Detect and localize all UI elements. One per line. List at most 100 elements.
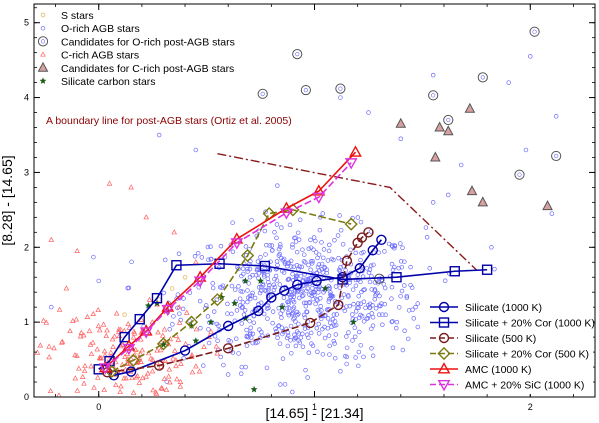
data-point	[244, 327, 249, 333]
data-point	[290, 245, 295, 250]
data-point	[377, 293, 382, 299]
data-point	[154, 347, 160, 353]
model-line	[104, 162, 352, 369]
legend-marker	[40, 51, 46, 57]
data-point	[394, 319, 400, 325]
data-point	[214, 321, 220, 327]
data-point	[371, 262, 376, 268]
data-point	[514, 169, 525, 180]
data-point	[131, 328, 137, 334]
data-point	[306, 350, 312, 356]
data-point	[290, 242, 295, 247]
model-point	[161, 300, 175, 312]
boundary-annotation: A boundary line for post-AGB stars (Orti…	[46, 115, 292, 127]
data-point	[302, 315, 308, 320]
data-point	[74, 387, 81, 393]
data-point	[240, 271, 246, 277]
model-point	[126, 353, 140, 367]
data-point	[171, 314, 176, 319]
data-point	[139, 374, 146, 381]
data-point	[258, 300, 264, 306]
data-point	[176, 251, 182, 257]
data-point	[310, 259, 315, 264]
data-point	[244, 333, 250, 339]
data-point	[159, 340, 168, 348]
data-point	[256, 284, 262, 290]
data-point	[269, 248, 275, 253]
data-point	[355, 215, 361, 220]
data-point	[21, 327, 25, 331]
data-point	[313, 250, 319, 255]
data-point	[264, 365, 270, 371]
data-point	[46, 354, 52, 360]
data-point	[285, 333, 291, 338]
data-point	[240, 300, 246, 305]
data-point	[170, 322, 175, 327]
data-point	[232, 287, 238, 292]
data-point	[366, 313, 371, 318]
model-point	[119, 331, 130, 343]
model-point	[98, 360, 112, 373]
data-point	[282, 261, 288, 266]
data-point	[173, 357, 179, 363]
data-point	[358, 343, 364, 348]
data-point	[280, 331, 285, 337]
data-point	[338, 369, 343, 374]
data-point	[166, 366, 173, 372]
data-point	[256, 271, 262, 276]
data-point	[358, 279, 363, 285]
data-point	[389, 296, 394, 301]
data-point	[272, 230, 277, 235]
data-point	[279, 225, 284, 230]
data-point	[314, 297, 319, 302]
data-point	[195, 250, 201, 256]
data-point	[373, 306, 379, 311]
data-point	[106, 180, 113, 186]
data-point	[298, 335, 304, 340]
data-point	[378, 303, 383, 309]
data-point	[95, 306, 102, 313]
data-point	[275, 183, 280, 188]
data-point	[239, 305, 245, 310]
model-point	[230, 238, 244, 250]
data-point	[271, 282, 276, 287]
data-point	[408, 264, 413, 270]
data-point	[260, 283, 266, 288]
data-point	[237, 296, 243, 301]
data-point	[318, 313, 323, 319]
data-point	[367, 279, 373, 285]
data-point	[272, 284, 278, 290]
data-point	[161, 326, 168, 332]
data-point	[157, 347, 164, 353]
data-point	[158, 363, 164, 369]
data-point	[176, 319, 183, 325]
data-point	[210, 281, 215, 286]
data-point	[366, 110, 371, 115]
data-point	[81, 332, 87, 338]
data-point	[257, 88, 268, 99]
data-point	[150, 387, 156, 393]
data-point	[350, 312, 355, 317]
data-point	[338, 265, 343, 270]
data-point	[309, 341, 314, 346]
data-point	[301, 293, 306, 298]
data-point	[247, 261, 252, 267]
data-point	[293, 343, 299, 349]
data-point	[180, 306, 186, 312]
model-point	[344, 217, 358, 231]
data-point	[292, 337, 297, 342]
data-point	[337, 213, 342, 218]
data-point	[51, 345, 57, 351]
data-point	[406, 308, 412, 313]
data-point	[402, 259, 407, 264]
data-point	[271, 287, 277, 293]
data-point	[208, 244, 213, 249]
data-point	[430, 151, 441, 162]
data-point	[319, 308, 324, 313]
data-point	[305, 375, 310, 380]
data-point	[265, 303, 270, 308]
legend-marker	[40, 12, 46, 18]
data-point	[236, 351, 241, 356]
data-point	[303, 300, 309, 306]
data-point	[288, 323, 294, 329]
